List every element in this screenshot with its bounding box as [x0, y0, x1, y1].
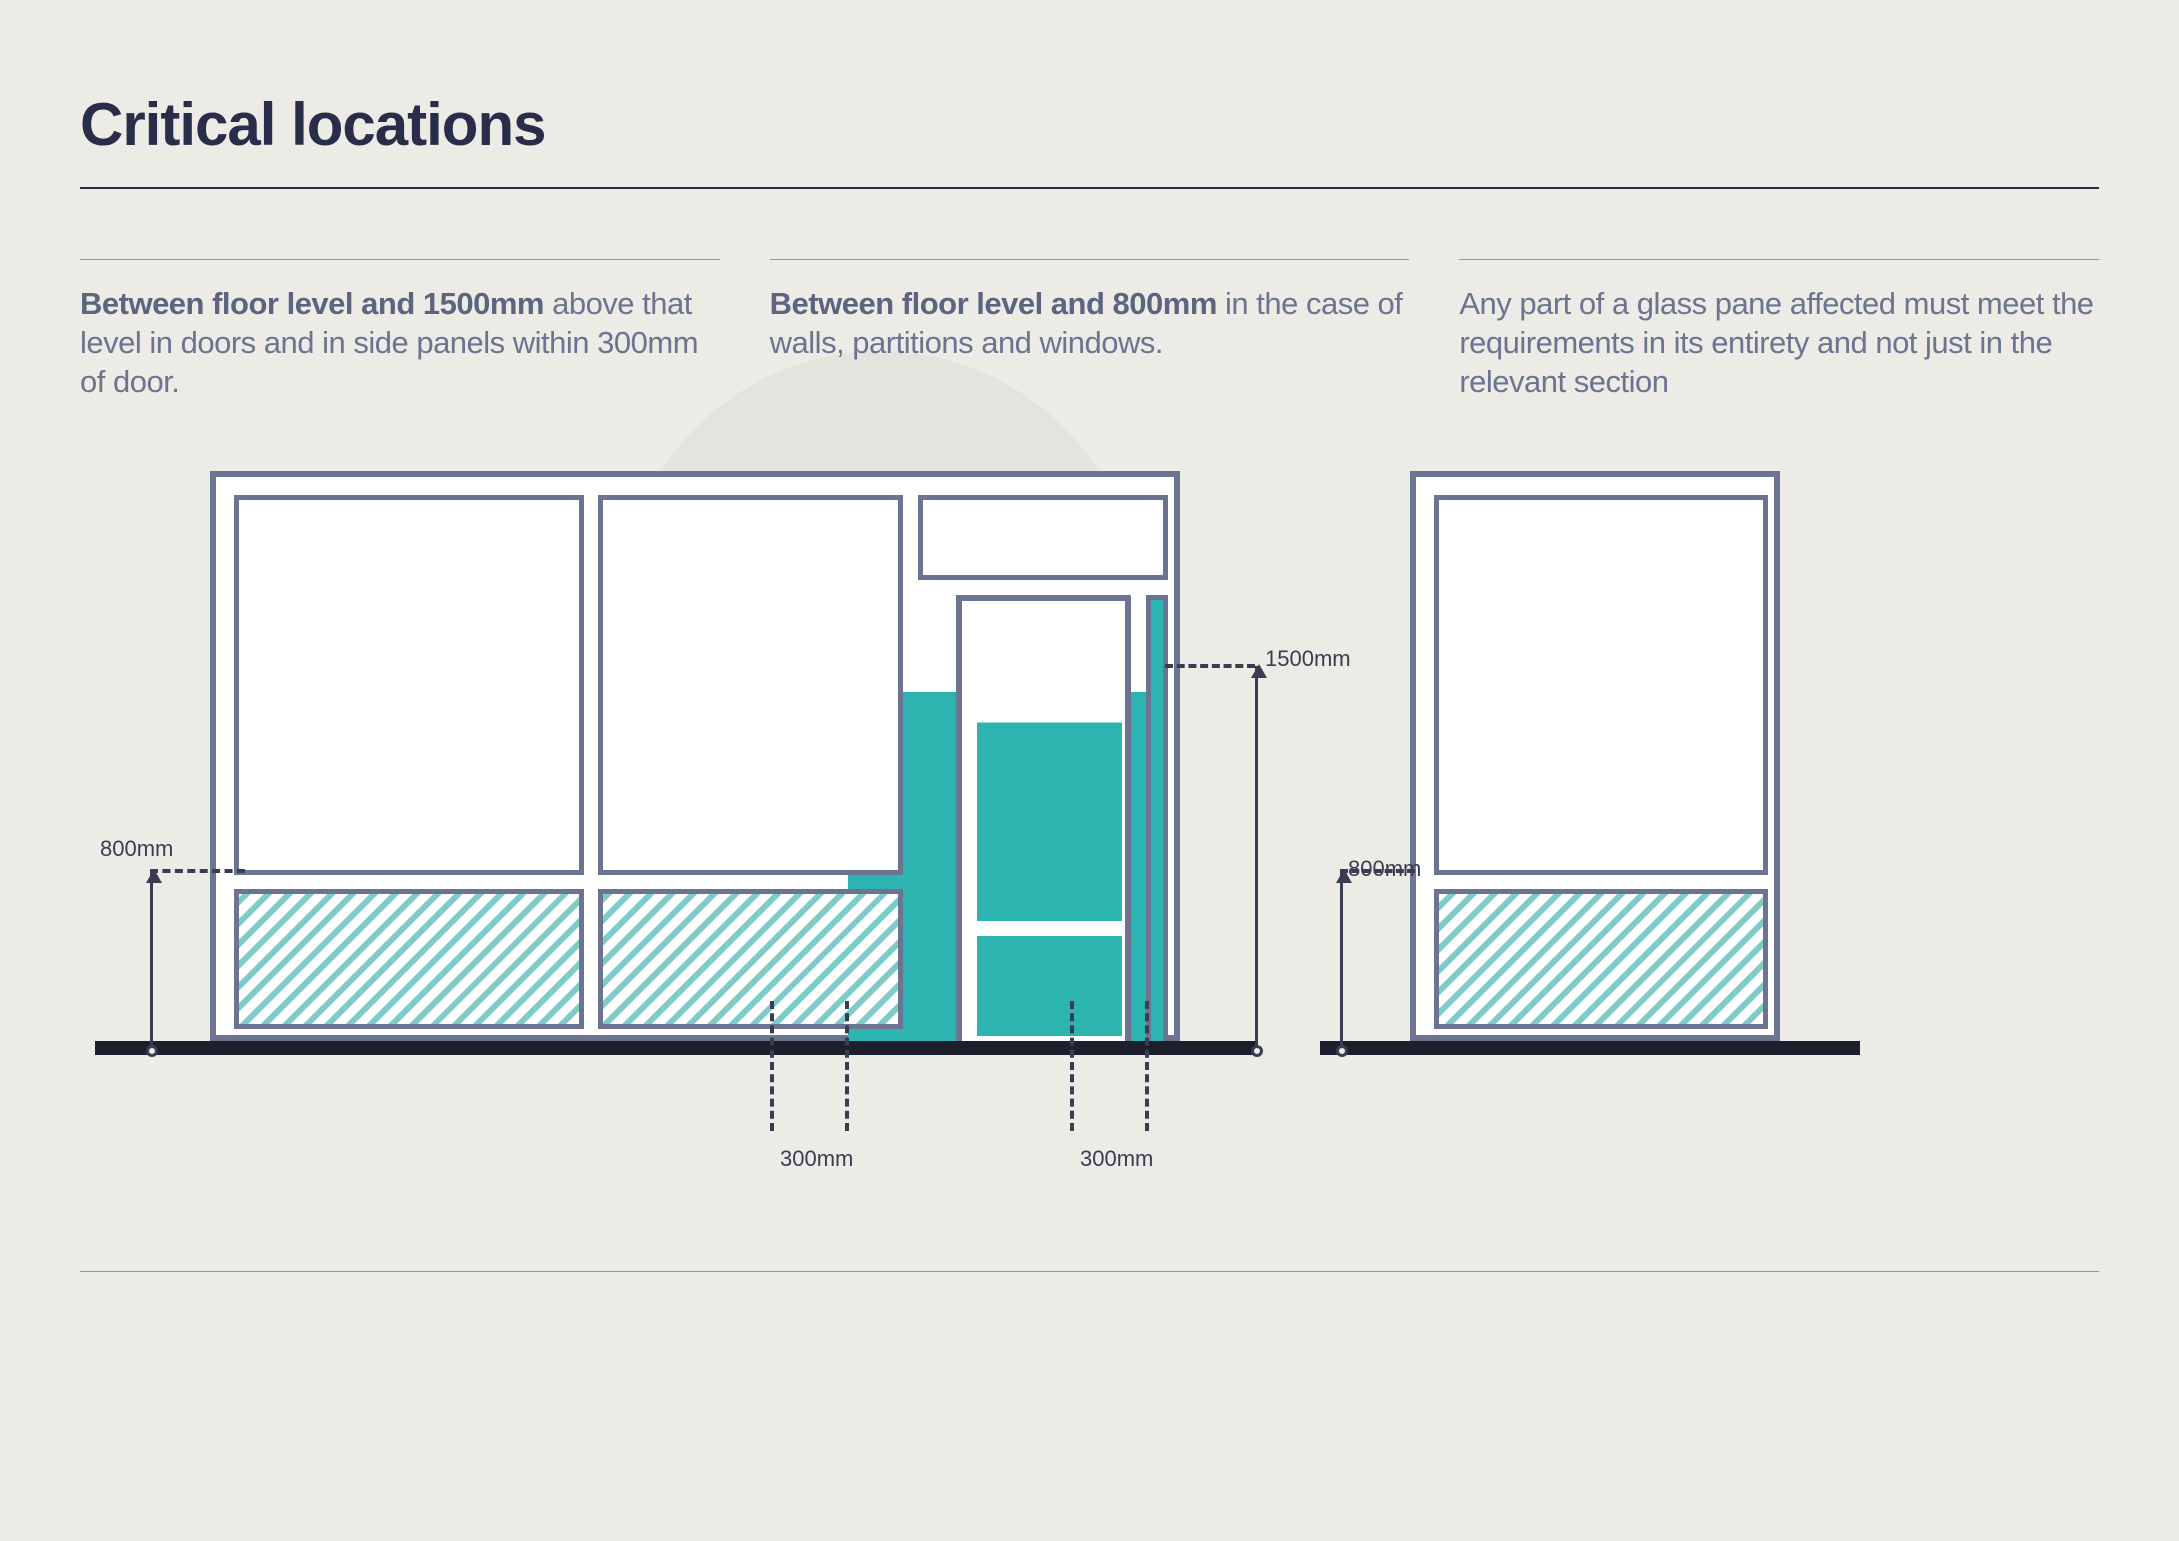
- dim-1500: [1255, 666, 1258, 1051]
- door-side-panel: [1146, 595, 1168, 1047]
- dim-300-left-a: [770, 1001, 774, 1131]
- transom-pane: [918, 495, 1168, 580]
- column-3: Any part of a glass pane affected must m…: [1459, 259, 2099, 401]
- page-title: Critical locations: [80, 90, 2099, 159]
- col1-text: Between floor level and 1500mm above tha…: [80, 285, 720, 401]
- door-glass-top: [977, 616, 1122, 921]
- dim-300-left-b: [845, 1001, 849, 1131]
- dim-1500-dash: [1165, 664, 1255, 668]
- col1-bold: Between floor level and 1500mm: [80, 286, 544, 321]
- dim-base-icon: [1251, 1045, 1263, 1057]
- diagram: 800mm 1500mm 800mm 300mm 300mm: [80, 441, 2099, 1241]
- ground-line-left: [95, 1041, 1255, 1055]
- door-glass-bottom: [977, 936, 1122, 1036]
- column-1: Between floor level and 1500mm above tha…: [80, 259, 720, 401]
- upper-pane-0: [234, 495, 584, 875]
- bottom-rule: [80, 1271, 2099, 1272]
- col3-rest: Any part of a glass pane affected must m…: [1459, 286, 2093, 399]
- dim-800-mid: [1340, 871, 1343, 1051]
- storefront-frame: [210, 471, 1180, 1041]
- label-800-mid: 800mm: [1348, 856, 1421, 882]
- title-rule: [80, 187, 2099, 189]
- door-frame: [956, 595, 1131, 1047]
- dim-800-left-dash: [150, 869, 245, 873]
- upper-pane-1: [598, 495, 903, 875]
- dim-300-right-b: [1145, 1001, 1149, 1131]
- hatch-1: [603, 894, 898, 1024]
- hatch-0: [239, 894, 579, 1024]
- label-300-left: 300mm: [780, 1146, 853, 1172]
- label-300-right: 300mm: [1080, 1146, 1153, 1172]
- label-1500: 1500mm: [1265, 646, 1351, 672]
- dim-800-left: [150, 871, 153, 1051]
- info-columns: Between floor level and 1500mm above tha…: [80, 259, 2099, 401]
- window-hatch: [1439, 894, 1763, 1024]
- ground-line-right: [1320, 1041, 1860, 1055]
- window-upper-pane: [1434, 495, 1768, 875]
- dim-base-icon: [1336, 1045, 1348, 1057]
- dim-base-icon: [146, 1045, 158, 1057]
- dim-300-right-a: [1070, 1001, 1074, 1131]
- col3-text: Any part of a glass pane affected must m…: [1459, 285, 2099, 401]
- col2-bold: Between floor level and 800mm: [770, 286, 1217, 321]
- window-frame: [1410, 471, 1780, 1041]
- label-800-left: 800mm: [100, 836, 173, 862]
